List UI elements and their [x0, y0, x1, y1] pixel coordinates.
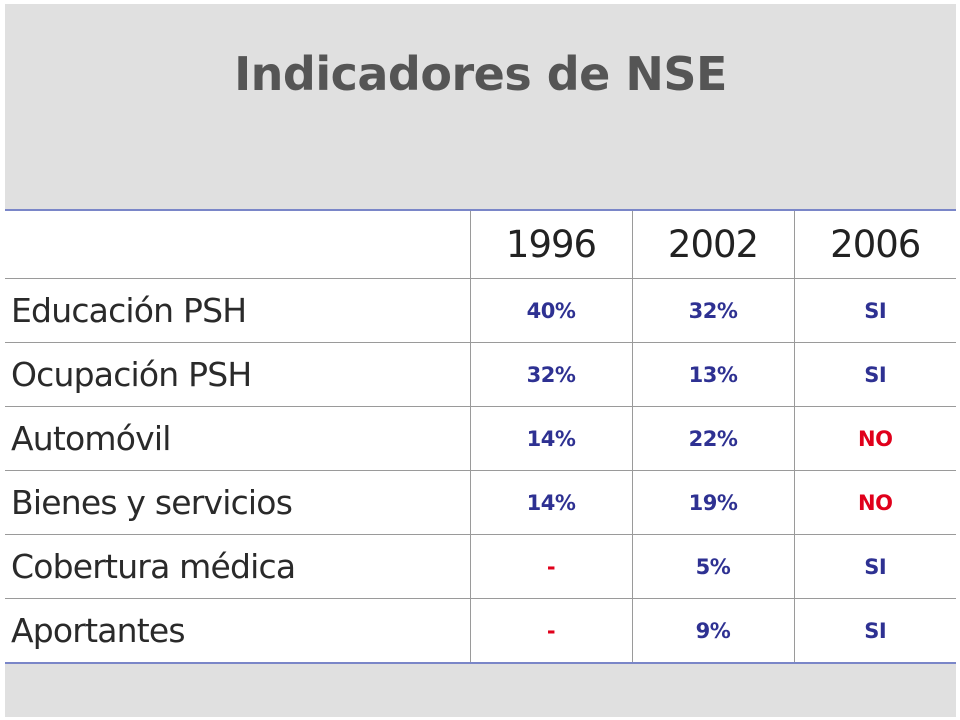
table-row: Educación PSH 40% 32% SI: [5, 278, 956, 343]
table-header-row: 1996 2002 2006: [5, 209, 956, 279]
cell-ocupacion-2002: 13%: [631, 342, 794, 407]
cell-bienes-1996: 14%: [469, 470, 632, 535]
slide-title: Indicadores de NSE: [234, 47, 727, 101]
cell-bienes-2002: 19%: [631, 470, 794, 535]
header-year-2002: 2002: [631, 209, 794, 279]
cell-aportantes-2002: 9%: [631, 598, 794, 664]
cell-automovil-1996: 14%: [469, 406, 632, 471]
cell-aportantes-2006: SI: [793, 598, 956, 664]
cell-cobertura-2002: 5%: [631, 534, 794, 599]
cell-automovil-2006: NO: [793, 406, 956, 471]
cell-aportantes-1996: -: [469, 598, 632, 664]
cell-cobertura-2006: SI: [793, 534, 956, 599]
header-year-2006: 2006: [793, 209, 956, 279]
header-year-1996: 1996: [469, 209, 632, 279]
cell-bienes-2006: NO: [793, 470, 956, 535]
table-row: Cobertura médica - 5% SI: [5, 534, 956, 599]
cell-educacion-2002: 32%: [631, 278, 794, 343]
header-empty-cell: [5, 209, 470, 279]
cell-ocupacion-1996: 32%: [469, 342, 632, 407]
table-row: Bienes y servicios 14% 19% NO: [5, 470, 956, 535]
row-label-educacion: Educación PSH: [5, 278, 470, 343]
row-label-ocupacion: Ocupación PSH: [5, 342, 470, 407]
row-label-automovil: Automóvil: [5, 406, 470, 471]
cell-automovil-2002: 22%: [631, 406, 794, 471]
nse-indicators-table: 1996 2002 2006 Educación PSH 40% 32% SI …: [5, 209, 956, 664]
cell-ocupacion-2006: SI: [793, 342, 956, 407]
table-row: Aportantes - 9% SI: [5, 598, 956, 664]
table-row: Automóvil 14% 22% NO: [5, 406, 956, 471]
row-label-aportantes: Aportantes: [5, 598, 470, 664]
table-row: Ocupación PSH 32% 13% SI: [5, 342, 956, 407]
row-label-bienes-servicios: Bienes y servicios: [5, 470, 470, 535]
row-label-cobertura-medica: Cobertura médica: [5, 534, 470, 599]
cell-cobertura-1996: -: [469, 534, 632, 599]
cell-educacion-1996: 40%: [469, 278, 632, 343]
cell-educacion-2006: SI: [793, 278, 956, 343]
